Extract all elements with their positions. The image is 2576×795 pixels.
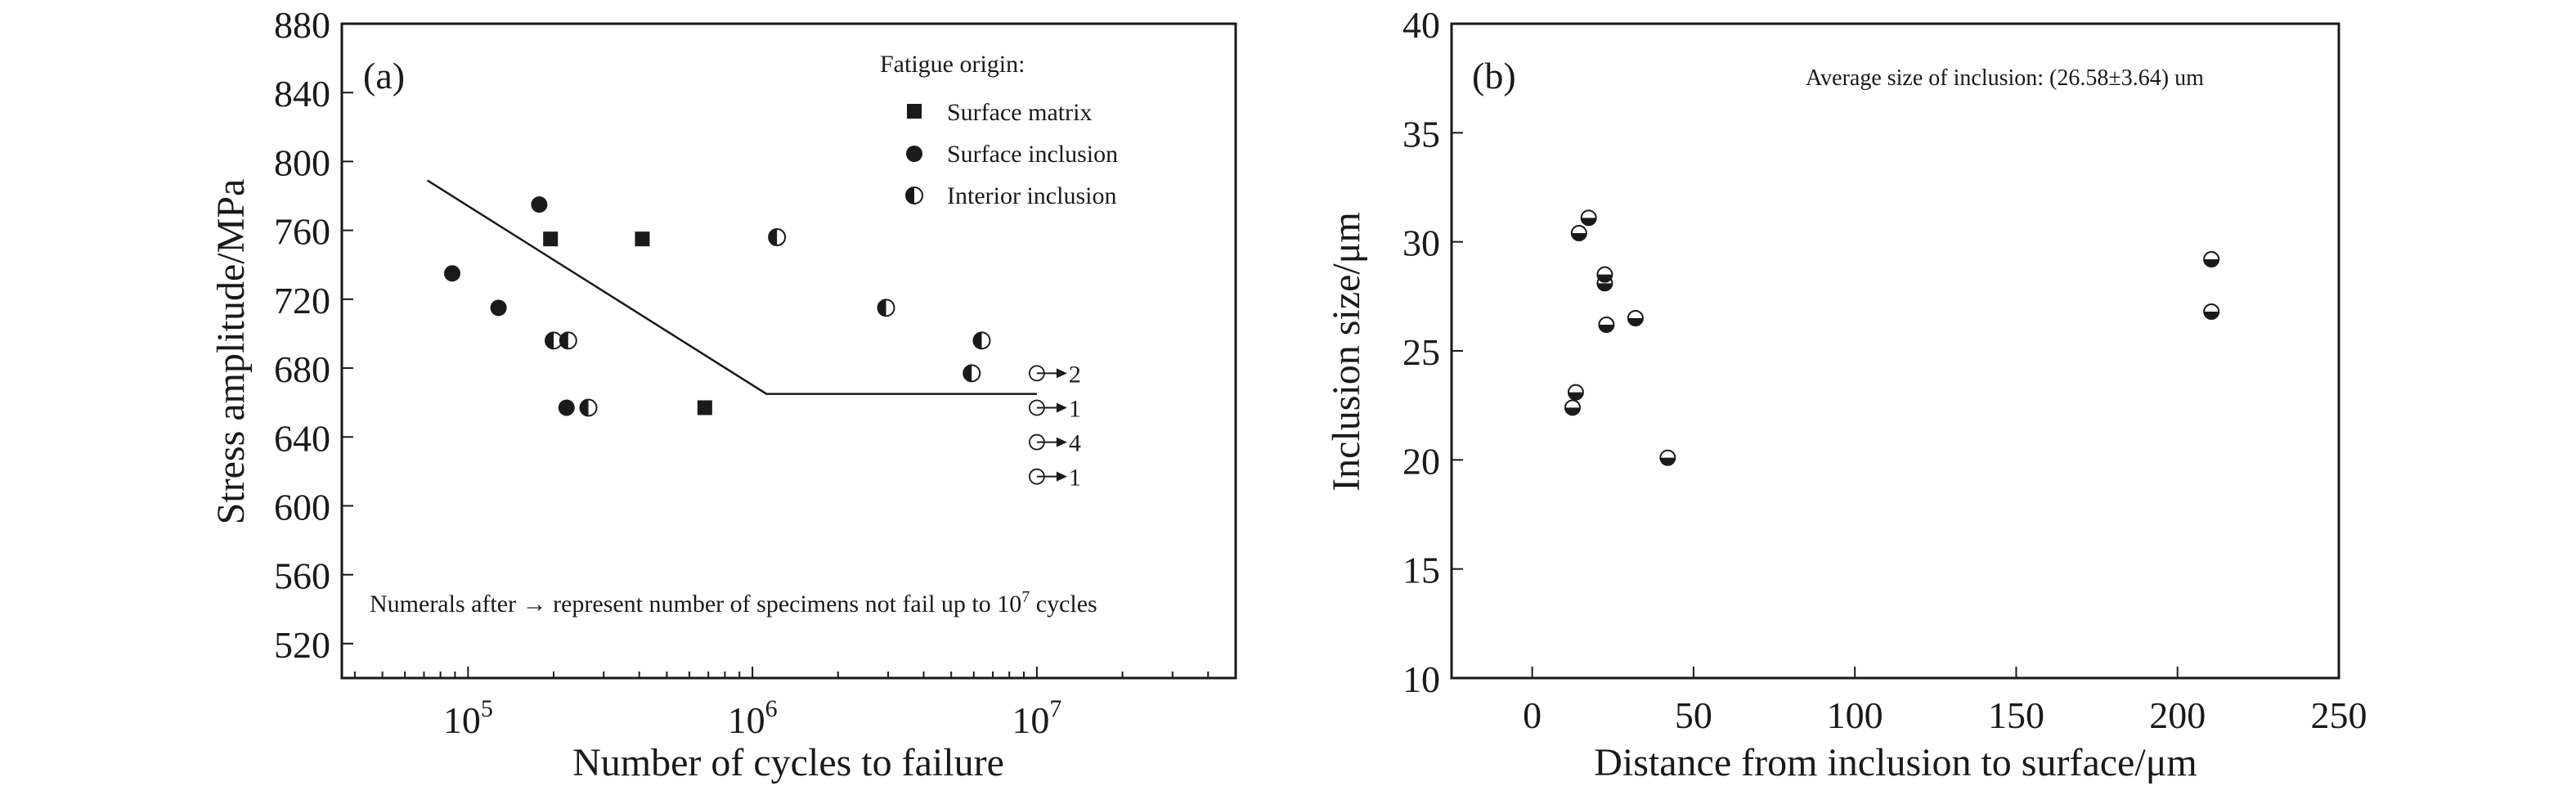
point-surface-matrix	[543, 231, 559, 247]
legend-label-surface-inclusion: Surface inclusion	[947, 141, 1118, 168]
sn-curve-line	[427, 179, 1037, 395]
runout-count: 4	[1069, 430, 1081, 457]
point-surface-inclusion	[444, 265, 461, 282]
point-interior-inclusion	[768, 228, 787, 247]
point-inclusion	[1596, 266, 1613, 283]
x-tick-label-b: 150	[1988, 694, 2044, 736]
point-interior-inclusion	[545, 331, 563, 350]
point-inclusion	[1659, 449, 1676, 466]
x-tick-label-a: 105	[443, 695, 493, 741]
x-axis-a: 105 106 107	[353, 667, 1236, 741]
y-tick-label-b: 40	[1402, 4, 1440, 46]
point-inclusion	[1567, 384, 1584, 401]
point-interior-inclusion	[877, 299, 895, 317]
x-tick-label-a: 106	[728, 695, 778, 741]
point-inclusion	[1580, 209, 1597, 227]
y-axis-b: 10 15 20 25 30 35 40	[1402, 4, 1463, 700]
y-tick-label-a: 680	[274, 348, 330, 390]
panel-b: 10 15 20 25 30 35 40 0 50 100 150 200 250 (b) Dista…	[1325, 4, 2367, 784]
average-size-note: Average size of inclusion: (26.58±3.64) …	[1806, 65, 2204, 91]
panel-label-a: (a)	[363, 55, 405, 97]
legend-circle-marker	[906, 146, 922, 162]
panel-a: 520 560 600 640 680 720 760 800 840 880 105 106 107…	[209, 4, 1237, 784]
point-surface-matrix	[635, 231, 650, 247]
x-tick-label-b: 50	[1675, 694, 1712, 736]
point-interior-inclusion	[579, 398, 598, 417]
point-interior-inclusion	[559, 331, 577, 350]
plot-frame-a	[340, 22, 1237, 680]
point-inclusion	[1627, 310, 1644, 326]
plot-frame-b	[1450, 22, 2340, 680]
data-points-b	[1564, 209, 2220, 466]
y-tick-label-a: 720	[274, 280, 330, 321]
point-interior-inclusion	[963, 364, 981, 383]
x-tick-label-b: 100	[1827, 694, 1883, 736]
point-inclusion	[1598, 317, 1615, 333]
x-tick-label-b: 0	[1523, 694, 1542, 736]
y-tick-label-b: 30	[1402, 222, 1440, 264]
legend-label-surface-matrix: Surface matrix	[947, 99, 1092, 126]
panel-label-b: (b)	[1472, 55, 1516, 97]
legend-label-interior-inclusion: Interior inclusion	[947, 182, 1116, 209]
y-tick-label-a: 640	[274, 417, 330, 459]
y-axis-title-b: Inclusion size/μm	[1325, 212, 1368, 492]
y-tick-label-b: 20	[1402, 440, 1440, 482]
runout-count: 1	[1069, 395, 1081, 422]
point-surface-inclusion	[531, 196, 548, 213]
x-axis-b: 0 50 100 150 200 250	[1523, 667, 2367, 736]
point-inclusion	[1570, 225, 1587, 241]
runout-marker	[1029, 468, 1067, 485]
x-axis-title-b: Distance from inclusion to surface/μm	[1594, 741, 2197, 784]
data-points-a	[444, 196, 991, 417]
point-surface-inclusion	[490, 299, 507, 317]
y-axis-a: 520 560 600 640 680 720 760 800 840 880	[274, 4, 353, 666]
runout-markers: 2 1 4 1	[1029, 361, 1081, 492]
y-tick-label-a: 560	[274, 555, 330, 597]
runout-marker	[1029, 433, 1067, 451]
legend-a: Fatigue origin: Surface matrix Surface i…	[880, 51, 1118, 209]
runout-count: 2	[1069, 361, 1081, 388]
x-tick-label-b: 250	[2311, 694, 2367, 736]
y-tick-label-a: 800	[274, 141, 330, 183]
point-inclusion	[2203, 251, 2220, 267]
legend-square-marker	[907, 104, 922, 119]
y-tick-label-b: 25	[1402, 331, 1440, 373]
legend-half-circle-marker	[905, 186, 923, 204]
y-tick-label-a: 880	[274, 4, 330, 46]
runout-marker	[1029, 399, 1067, 416]
x-tick-label-b: 200	[2149, 694, 2206, 736]
runout-note: Numerals after → represent number of spe…	[370, 588, 1097, 618]
y-tick-label-a: 760	[274, 211, 330, 253]
point-inclusion	[1564, 399, 1581, 416]
y-tick-label-b: 15	[1402, 550, 1440, 591]
legend-title: Fatigue origin:	[880, 51, 1025, 78]
y-tick-label-b: 35	[1402, 113, 1440, 155]
x-tick-label-a: 107	[1012, 695, 1061, 741]
y-tick-label-a: 520	[274, 624, 330, 666]
y-tick-label-a: 600	[274, 486, 330, 528]
y-tick-label-a: 840	[274, 73, 330, 115]
point-inclusion	[2203, 303, 2220, 320]
runout-count: 1	[1069, 465, 1081, 492]
point-surface-matrix	[697, 400, 712, 415]
y-tick-label-b: 10	[1402, 658, 1440, 700]
sn-curve	[427, 179, 1037, 395]
point-interior-inclusion	[972, 331, 991, 350]
runout-marker	[1029, 365, 1067, 382]
point-surface-inclusion	[558, 399, 575, 416]
x-axis-title-a: Number of cycles to failure	[572, 741, 1004, 784]
y-axis-title-a: Stress amplitude/MPa	[209, 179, 253, 525]
